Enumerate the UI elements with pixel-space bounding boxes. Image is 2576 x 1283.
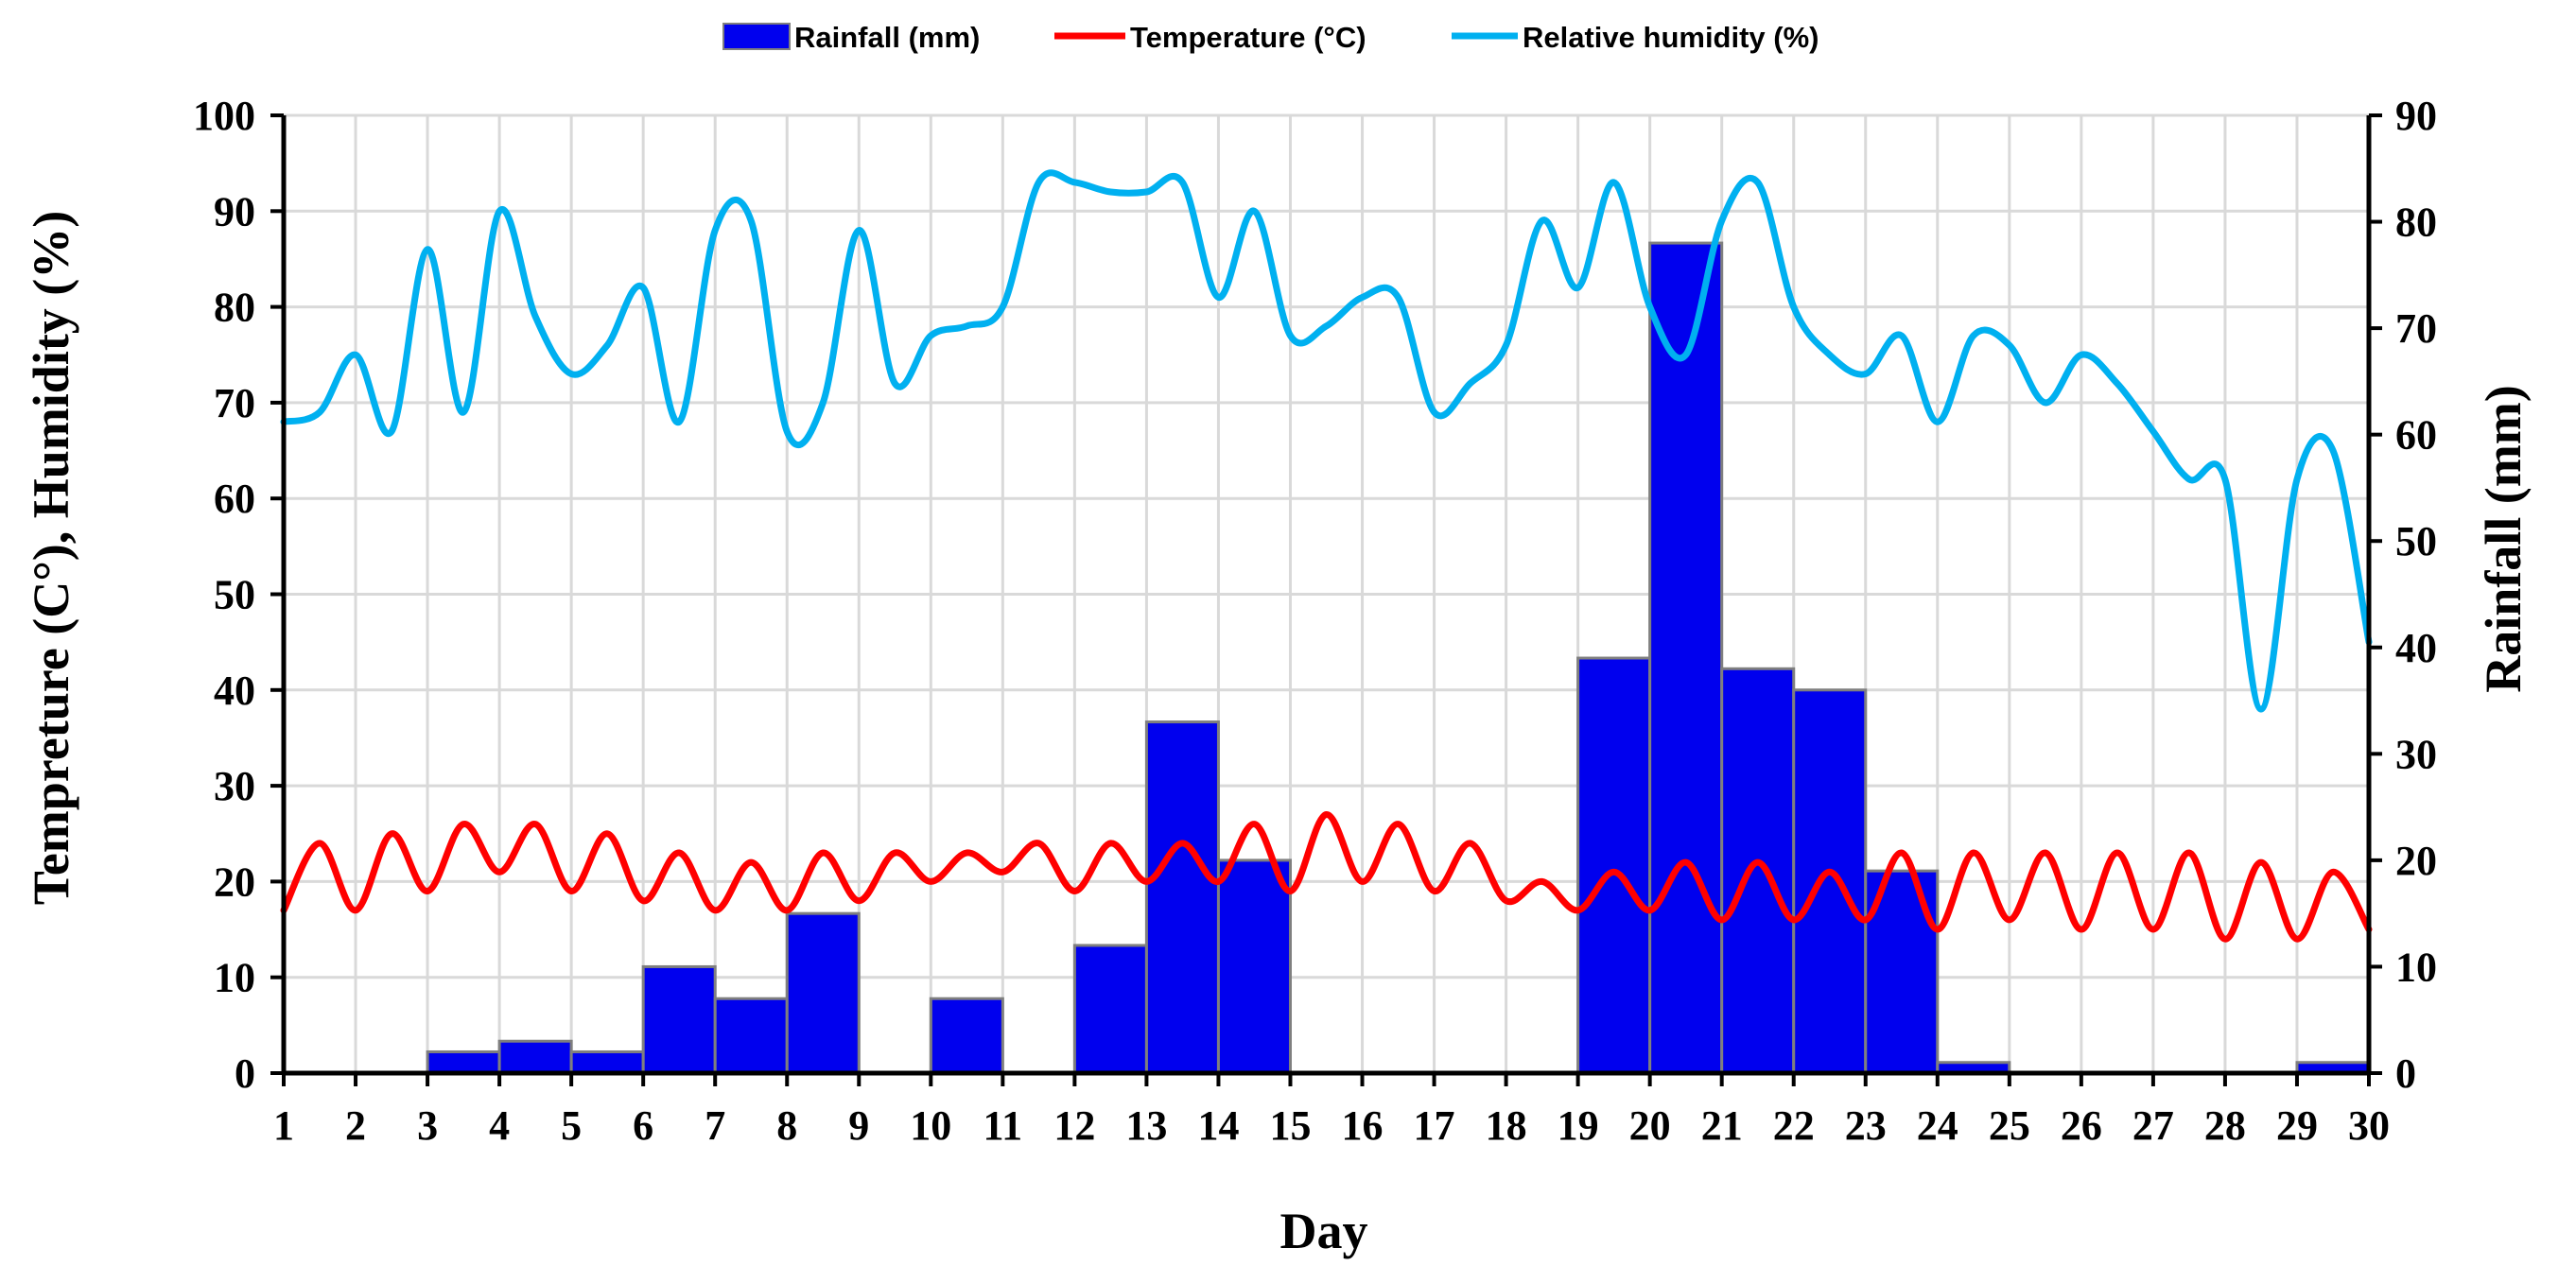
x-tick-label: 11 xyxy=(983,1102,1023,1149)
rainfall-bar xyxy=(929,997,1004,1075)
y-tick-label-left: 100 xyxy=(193,93,255,139)
rainfall-bars xyxy=(426,241,2371,1075)
x-tick-label: 16 xyxy=(1342,1102,1384,1149)
x-tick-label: 18 xyxy=(1486,1102,1527,1149)
y-tick-label-left: 0 xyxy=(235,1050,255,1097)
x-tick-label: 7 xyxy=(705,1102,725,1149)
rainfall-bar xyxy=(1648,241,1724,1075)
humidity-line xyxy=(280,169,2373,713)
y-tick-label-right: 30 xyxy=(2395,731,2437,777)
y-tick-label-right: 90 xyxy=(2395,93,2437,139)
x-tick-label: 23 xyxy=(1845,1102,1887,1149)
x-tick-label: 4 xyxy=(489,1102,510,1149)
rainfall-bar xyxy=(641,964,717,1075)
y-tick-label-right: 80 xyxy=(2395,199,2437,246)
x-tick-label: 20 xyxy=(1629,1102,1671,1149)
rainfall-bar xyxy=(1576,656,1652,1075)
x-axis-title: Day xyxy=(1280,1203,1368,1259)
rainfall-bar xyxy=(1072,944,1148,1075)
x-tick-label: 1 xyxy=(273,1102,294,1149)
y-axis-title-right: Rainfall (mm) xyxy=(2475,385,2532,692)
x-tick-label: 29 xyxy=(2276,1102,2318,1149)
x-tick-label: 14 xyxy=(1197,1102,1239,1149)
x-tick-label: 10 xyxy=(910,1102,951,1149)
x-tick-label: 15 xyxy=(1269,1102,1311,1149)
grid xyxy=(282,113,2371,1075)
legend-label-rainfall: Rainfall (mm) xyxy=(794,21,980,54)
x-tick-label: 17 xyxy=(1414,1102,1455,1149)
x-tick-label: 8 xyxy=(776,1102,797,1149)
y-axis-title-left: Tempreture (C°), Humidity (%) xyxy=(23,211,79,906)
x-tick-label: 3 xyxy=(417,1102,438,1149)
series-lines xyxy=(280,169,2373,943)
y-tick-label-right: 70 xyxy=(2395,305,2437,352)
rainfall-bar xyxy=(1216,858,1292,1075)
rainfall-bar xyxy=(1720,667,1796,1075)
rainfall-bar xyxy=(1792,688,1868,1075)
y-tick-label-left: 30 xyxy=(214,763,255,809)
y-tick-label-left: 10 xyxy=(214,955,255,1001)
legend: Rainfall (mm) Temperature (°C) Relative … xyxy=(722,21,1819,54)
x-tick-label: 2 xyxy=(345,1102,366,1149)
x-tick-label: 19 xyxy=(1558,1102,1599,1149)
y-tick-label-left: 50 xyxy=(214,572,255,618)
y-tick-label-left: 80 xyxy=(214,285,255,331)
temperature-line xyxy=(280,811,2373,943)
x-tick-label: 5 xyxy=(561,1102,582,1149)
x-tick-label: 27 xyxy=(2132,1102,2174,1149)
rainfall-bar xyxy=(426,1049,501,1075)
x-tick-label: 9 xyxy=(848,1102,869,1149)
y-tick-label-right: 10 xyxy=(2395,944,2437,990)
x-tick-label: 26 xyxy=(2061,1102,2102,1149)
x-tick-label: 25 xyxy=(1989,1102,2030,1149)
tick-labels: 0 10 20 30 40 50 60 70 80 90 100 0 10 20 30 40 50 60 70 80 9… xyxy=(193,93,2437,1149)
rainfall-bar xyxy=(713,997,789,1075)
x-tick-label: 22 xyxy=(1773,1102,1815,1149)
y-tick-label-left: 60 xyxy=(214,476,255,522)
x-tick-label: 30 xyxy=(2348,1102,2390,1149)
y-tick-label-right: 40 xyxy=(2395,625,2437,671)
legend-swatch-rainfall xyxy=(722,23,791,50)
x-tick-label: 13 xyxy=(1125,1102,1167,1149)
rainfall-bar xyxy=(785,911,861,1075)
axes xyxy=(270,113,2382,1086)
legend-label-humidity: Relative humidity (%) xyxy=(1523,21,1819,54)
rainfall-bar xyxy=(497,1039,573,1075)
y-tick-label-left: 20 xyxy=(214,858,255,905)
x-tick-label: 24 xyxy=(1917,1102,1958,1149)
y-tick-label-left: 70 xyxy=(214,380,255,426)
x-tick-label: 6 xyxy=(633,1102,653,1149)
legend-label-temperature: Temperature (°C) xyxy=(1130,21,1366,54)
y-tick-label-right: 0 xyxy=(2395,1050,2416,1097)
y-tick-label-right: 60 xyxy=(2395,412,2437,459)
x-tick-label: 21 xyxy=(1701,1102,1743,1149)
rainfall-bar xyxy=(1144,720,1220,1075)
y-tick-label-right: 20 xyxy=(2395,838,2437,884)
y-tick-label-left: 40 xyxy=(214,668,255,714)
y-tick-label-left: 90 xyxy=(214,188,255,234)
rainfall-bar xyxy=(569,1049,645,1075)
x-tick-label: 28 xyxy=(2204,1102,2246,1149)
x-tick-label: 12 xyxy=(1053,1102,1095,1149)
y-tick-label-right: 50 xyxy=(2395,518,2437,564)
